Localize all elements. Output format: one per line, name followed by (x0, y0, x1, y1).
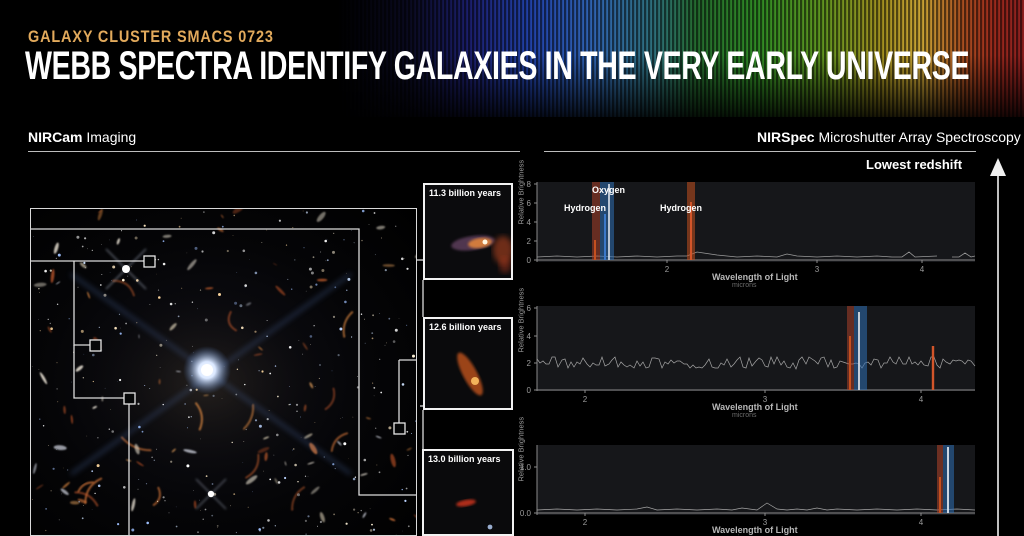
svg-text:Hydrogen: Hydrogen (564, 203, 606, 213)
svg-text:2: 2 (527, 359, 532, 368)
svg-text:3: 3 (815, 265, 820, 274)
svg-text:Oxygen: Oxygen (592, 185, 625, 195)
svg-text:4: 4 (527, 218, 532, 227)
svg-text:Hydrogen: Hydrogen (660, 203, 702, 213)
svg-text:4: 4 (919, 518, 924, 527)
svg-text:2: 2 (527, 237, 532, 246)
svg-text:0: 0 (527, 386, 532, 395)
svg-text:1.0: 1.0 (520, 463, 532, 472)
svg-text:4: 4 (920, 265, 925, 274)
svg-text:2: 2 (665, 265, 670, 274)
svg-text:2: 2 (583, 395, 588, 404)
svg-text:4: 4 (527, 332, 532, 341)
svg-text:6: 6 (527, 199, 532, 208)
svg-text:4: 4 (919, 395, 924, 404)
svg-text:0: 0 (527, 256, 532, 265)
svg-text:2: 2 (583, 518, 588, 527)
svg-text:6: 6 (527, 304, 532, 313)
svg-text:0.0: 0.0 (520, 509, 532, 518)
svg-text:8: 8 (527, 180, 532, 189)
